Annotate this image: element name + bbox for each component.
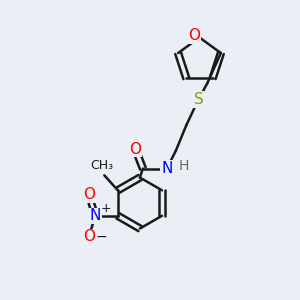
Text: S: S xyxy=(194,92,203,107)
Text: O: O xyxy=(83,229,95,244)
Text: O: O xyxy=(129,142,141,157)
Text: H: H xyxy=(178,159,189,173)
Text: N: N xyxy=(90,208,101,223)
Text: O: O xyxy=(83,187,95,202)
Text: −: − xyxy=(96,230,107,244)
Text: +: + xyxy=(101,202,111,215)
Text: N: N xyxy=(161,161,172,176)
Text: O: O xyxy=(188,28,200,44)
Text: CH₃: CH₃ xyxy=(90,159,113,172)
